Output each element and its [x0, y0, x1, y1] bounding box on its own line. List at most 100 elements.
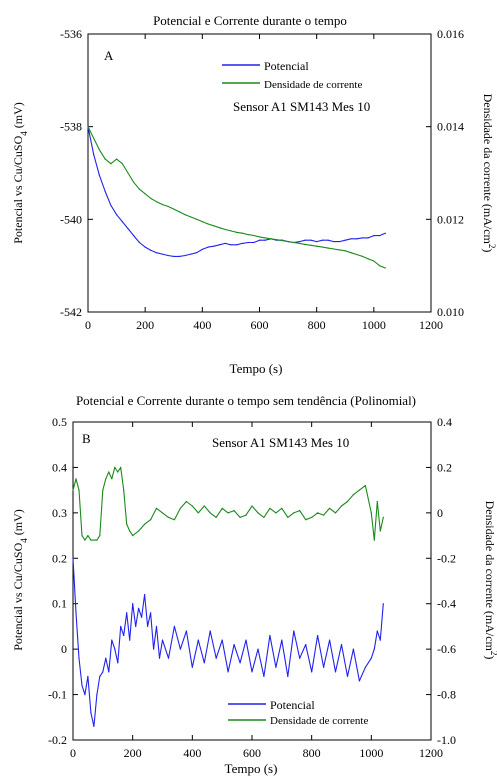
data-point-b-corrente-62 [376, 500, 378, 503]
data-point-a-potencial-43 [333, 241, 335, 243]
data-point-a-corrente-31 [264, 237, 266, 239]
x-tick-label-b-1200: 1200 [419, 746, 443, 760]
data-point-b-potencial-32 [173, 625, 175, 628]
y-right-tick-label-b--1.0: -1.0 [437, 733, 456, 747]
y-axis-label-left-b: Potencial vs Cu/CuSO4 (mV) [11, 509, 29, 651]
data-point-b-potencial-57 [323, 666, 325, 668]
data-point-a-corrente-22 [213, 225, 215, 227]
y-left-tick-label-b-0.4: 0.4 [52, 460, 67, 474]
data-point-b-corrente-24 [155, 507, 158, 509]
data-point-b-potencial-31 [167, 657, 170, 659]
data-point-a-potencial-21 [207, 246, 209, 248]
data-point-a-corrente-52 [384, 267, 386, 269]
data-point-b-potencial-36 [197, 639, 199, 641]
data-point-b-corrente-9 [99, 535, 101, 537]
y-left-tick-label-b-0.2: 0.2 [52, 551, 67, 565]
data-point-b-corrente-61 [373, 539, 375, 541]
data-point-b-potencial-58 [329, 639, 331, 641]
data-point-b-potencial-26 [150, 612, 152, 614]
data-point-a-corrente-1 [93, 137, 95, 139]
data-point-b-potencial-28 [155, 625, 158, 628]
data-point-b-potencial-59 [334, 671, 337, 673]
data-point-a-potencial-39 [310, 239, 312, 241]
data-point-b-potencial-17 [123, 634, 125, 637]
y-left-tick-label-b-0.5: 0.5 [52, 415, 67, 429]
x-tick-label-a-200: 200 [136, 318, 154, 332]
y-left-tick-label-b--0.1: -0.1 [48, 688, 67, 702]
data-point-b-corrente-29 [185, 500, 187, 503]
data-point-a-corrente-20 [201, 221, 203, 223]
y-left-tick-label-a--542: -542 [60, 305, 82, 319]
data-point-b-potencial-35 [191, 666, 193, 668]
data-point-a-corrente-10 [144, 193, 146, 195]
data-point-b-potencial-69 [382, 603, 384, 605]
data-point-b-corrente-63 [379, 530, 381, 532]
data-point-b-corrente-57 [352, 494, 354, 496]
data-point-b-potencial-5 [87, 675, 89, 678]
data-point-b-potencial-24 [144, 594, 146, 596]
data-point-a-potencial-42 [327, 239, 329, 241]
y-axis-label-right-a: Densidade da corrente (mA/cm2) [481, 94, 497, 253]
data-point-a-potencial-12 [156, 252, 158, 254]
data-point-a-corrente-25 [230, 230, 232, 232]
data-point-b-potencial-49 [275, 666, 277, 668]
data-point-b-potencial-19 [129, 639, 131, 641]
data-point-a-potencial-47 [356, 238, 358, 240]
data-point-a-potencial-17 [184, 254, 186, 257]
data-point-a-potencial-1 [93, 153, 95, 156]
data-point-b-corrente-54 [334, 512, 337, 514]
data-point-b-corrente-10 [102, 489, 104, 491]
data-point-a-corrente-47 [356, 253, 358, 256]
y-right-tick-label-b-0.2: 0.2 [437, 460, 452, 474]
data-point-a-corrente-27 [241, 232, 243, 234]
data-point-b-potencial-46 [257, 648, 259, 650]
data-point-a-corrente-2 [98, 149, 100, 151]
data-point-a-corrente-11 [150, 197, 152, 200]
legend-a: Potencial Densidade de corrente [222, 59, 362, 91]
data-point-b-potencial-6 [90, 712, 92, 714]
y-axis-label-right-b: Densidade da corrente (mA/cm2) [483, 501, 497, 660]
data-point-a-corrente-37 [298, 242, 301, 244]
data-point-b-potencial-1 [75, 612, 77, 614]
x-tick-label-b-600: 600 [243, 746, 261, 760]
data-point-a-corrente-29 [253, 234, 255, 237]
legend-label-corrente-a: Densidade de corrente [264, 79, 362, 91]
data-point-b-potencial-65 [370, 657, 372, 659]
data-point-a-corrente-14 [167, 205, 169, 207]
data-point-a-potencial-29 [253, 241, 255, 244]
panel-label-b: B [82, 431, 91, 446]
x-tick-label-a-800: 800 [308, 318, 326, 332]
x-tick-label-b-200: 200 [124, 746, 142, 760]
data-point-a-potencial-24 [224, 242, 226, 244]
data-point-b-potencial-56 [317, 634, 319, 637]
y-right-tick-label-b--0.6: -0.6 [437, 642, 456, 656]
data-point-b-corrente-47 [293, 512, 295, 514]
data-point-b-corrente-37 [233, 510, 235, 512]
data-point-b-corrente-0 [72, 489, 74, 491]
data-point-b-corrente-64 [382, 516, 384, 519]
data-point-b-potencial-62 [352, 648, 354, 650]
data-point-b-potencial-41 [227, 671, 229, 673]
data-point-b-potencial-60 [340, 644, 343, 646]
data-point-b-potencial-63 [358, 680, 360, 682]
data-point-b-potencial-13 [111, 639, 113, 641]
data-point-b-potencial-3 [81, 684, 83, 687]
data-point-b-corrente-6 [90, 539, 92, 541]
data-point-a-potencial-14 [167, 254, 169, 257]
data-point-a-potencial-9 [138, 241, 140, 244]
data-point-b-corrente-43 [269, 507, 271, 509]
annotation-a: Sensor A1 SM143 Mes 10 [233, 99, 370, 114]
data-point-a-corrente-38 [304, 243, 306, 245]
data-point-a-corrente-36 [293, 241, 295, 244]
y-right-tick-label-a-0.016: 0.016 [437, 27, 464, 41]
annotation-b: Sensor A1 SM143 Mes 10 [212, 435, 349, 450]
data-point-b-potencial-22 [138, 607, 140, 609]
data-point-a-corrente-18 [190, 216, 192, 218]
data-point-b-potencial-43 [239, 662, 241, 664]
data-point-b-potencial-34 [185, 630, 187, 632]
data-point-b-potencial-37 [203, 662, 205, 664]
chart-title-b: Potencial e Corrente durante o tempo sem… [76, 393, 416, 408]
x-tick-label-b-800: 800 [303, 746, 321, 760]
data-point-b-corrente-16 [120, 466, 122, 468]
data-point-a-corrente-7 [127, 172, 129, 174]
